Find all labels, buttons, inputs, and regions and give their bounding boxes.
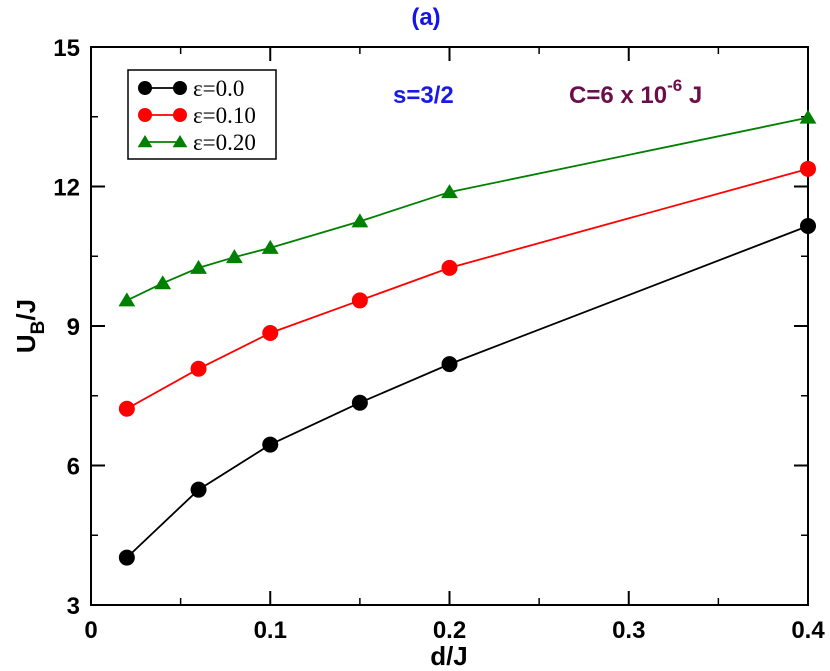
c-annotation-exponent: -6: [667, 76, 682, 95]
legend-entry: ε=0.0: [138, 76, 244, 101]
data-point: [441, 259, 458, 276]
series-1: [118, 160, 816, 417]
series-2: [118, 109, 817, 307]
series-line: [126, 167, 809, 410]
data-point: [799, 109, 817, 124]
x-axis-label: d/J: [430, 641, 468, 671]
data-point: [190, 481, 207, 498]
legend-marker: [138, 108, 152, 122]
y-tick-label: 12: [53, 175, 80, 202]
data-point: [262, 436, 279, 453]
y-tick-label: 3: [67, 593, 80, 620]
data-point: [441, 184, 458, 199]
series-0: [118, 218, 816, 566]
data-point: [800, 160, 816, 177]
series-line: [126, 116, 809, 302]
data-point: [261, 239, 279, 254]
data-point: [351, 394, 368, 411]
x-tick-labels: 0 0.1 0.2 0.3 0.4: [84, 617, 825, 644]
y-tick-label: 6: [67, 454, 80, 481]
legend-marker: [173, 81, 187, 95]
legend: ε=0.0ε=0.10ε=0.20: [127, 69, 277, 160]
c-annotation-suffix: J: [682, 82, 702, 109]
legend-label: ε=0.0: [193, 76, 244, 101]
legend-entry: ε=0.10: [138, 103, 256, 128]
axis-ticks: [90, 46, 809, 606]
series-line: [126, 225, 809, 559]
y-tick-label: 15: [53, 35, 80, 62]
y-axis-label-sub: B: [28, 321, 49, 335]
y-tick-label: 9: [67, 314, 80, 341]
data-point: [118, 549, 135, 566]
data-point: [154, 275, 172, 290]
legend-entry: ε=0.20: [137, 130, 256, 155]
panel-label: (a): [411, 4, 440, 31]
y-tick-labels: 3 6 9 12 15: [53, 35, 80, 620]
c-annotation-prefix: C=6 x 10: [569, 82, 667, 109]
data-point: [118, 400, 135, 417]
data-point: [351, 213, 369, 228]
data-point: [226, 249, 243, 264]
x-tick-label: 0.2: [433, 617, 466, 644]
x-tick-label: 0.4: [791, 617, 825, 644]
y-axis-label-suffix: /J: [11, 299, 41, 321]
legend-marker: [137, 135, 153, 148]
y-axis-label: UB/J: [11, 299, 49, 353]
legend-marker: [138, 81, 152, 95]
data-point: [190, 360, 207, 377]
x-tick-label: 0: [84, 617, 97, 644]
data-point: [351, 292, 368, 309]
x-tick-label: 0.1: [254, 617, 287, 644]
legend-label: ε=0.20: [193, 130, 256, 155]
legend-marker: [173, 108, 187, 122]
legend-marker: [172, 135, 188, 148]
legend-label: ε=0.10: [193, 103, 256, 128]
spin-annotation: s=3/2: [393, 82, 454, 109]
data-point: [441, 356, 458, 373]
data-point: [262, 324, 279, 341]
c-annotation: C=6 x 10-6 J: [569, 76, 702, 109]
data-point: [800, 218, 816, 235]
data-point: [190, 259, 207, 274]
data-point: [118, 292, 136, 307]
series-layer: [118, 109, 817, 566]
x-tick-label: 0.3: [612, 617, 645, 644]
y-axis-label-main: U: [11, 334, 41, 353]
